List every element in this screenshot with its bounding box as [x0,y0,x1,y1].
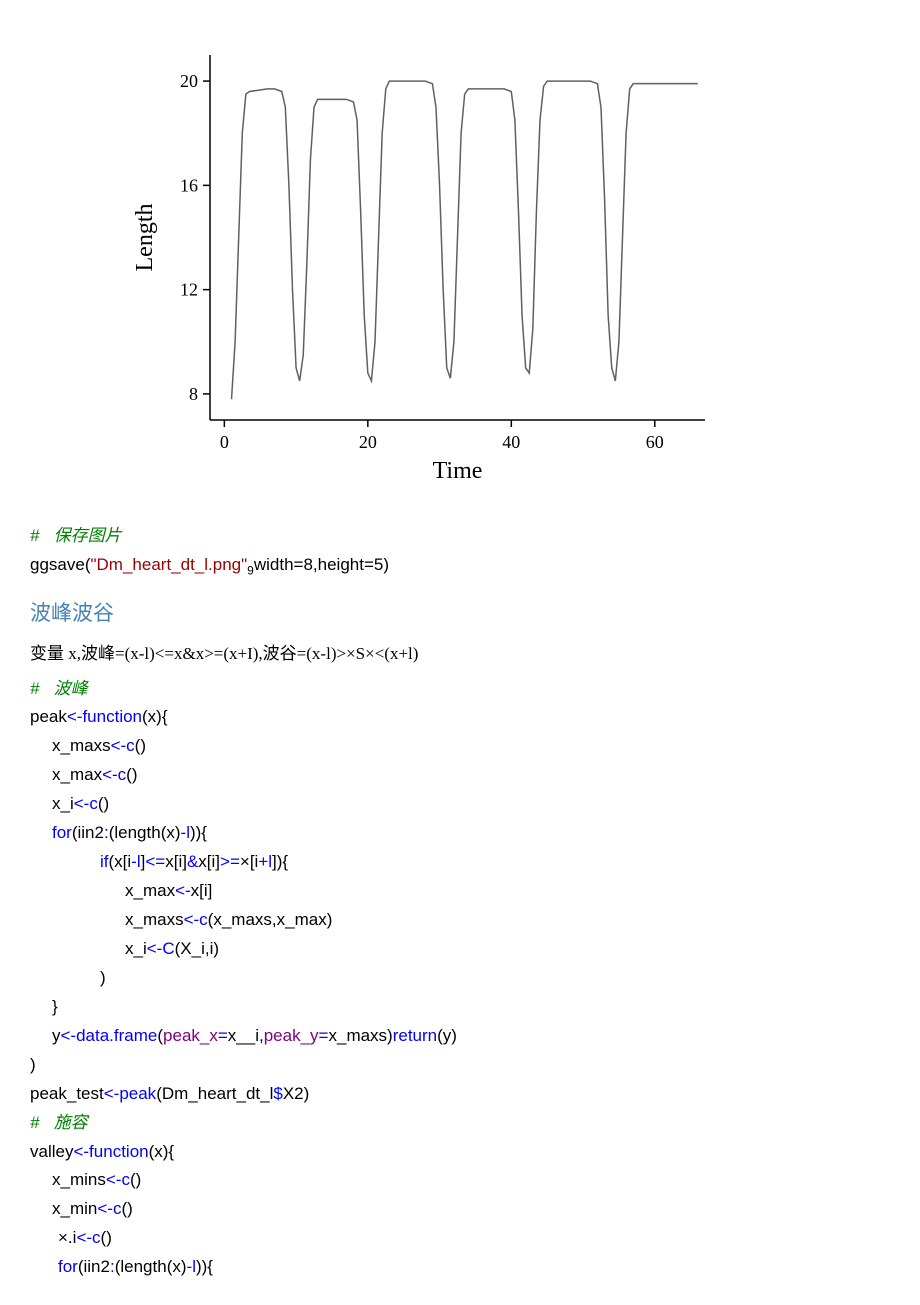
code-line: for(iin2:(length(x)-l)){ [30,822,900,845]
code-line: ) [30,967,900,990]
code-line: peak_test<-peak(Dm_heart_dt_l$X2) [30,1083,900,1106]
comment-save: # 保存图片 [30,526,122,545]
code-line: x_maxs<-c() [30,735,900,758]
code-line: peak<-function(x){ [30,706,900,729]
svg-text:20: 20 [359,432,377,452]
code-line: x_min<-c() [30,1198,900,1221]
code-line: x_i<-C(X_i,i) [30,938,900,961]
code-line: # 波峰 [30,678,900,701]
code-line: ) [30,1054,900,1077]
svg-text:Length: Length [132,204,158,272]
svg-text:20: 20 [180,71,198,91]
chart-length-time: 0 20 40 60 8 12 16 20 Time Length [130,40,900,495]
code-line: x_i<-c() [30,793,900,816]
code-line: x_max<-c() [30,764,900,787]
code-line: valley<-function(x){ [30,1141,900,1164]
svg-text:60: 60 [646,432,664,452]
code-line: } [30,996,900,1019]
comment-valley: # 施容 [30,1113,88,1132]
svg-text:8: 8 [189,384,198,404]
svg-text:40: 40 [502,432,520,452]
code-line: ggsave("Dm_heart_dt_l.png"9width=8,heigh… [30,554,900,579]
code-line: x_max<-x[i] [30,880,900,903]
code-line: # 保存图片 [30,525,900,548]
code-line: x_maxs<-c(x_maxs,x_max) [30,909,900,932]
code-line: # 施容 [30,1112,900,1135]
svg-text:16: 16 [180,175,198,195]
svg-text:12: 12 [180,280,198,300]
formula-text: 变量 x,波峰=(x-l)<=x&x>=(x+I),波谷=(x-l)>×S×<(… [30,639,900,664]
svg-text:0: 0 [220,432,229,452]
code-line: y<-data.frame(peak_x=x__i,peak_y=x_maxs)… [30,1025,900,1048]
code-line: x_mins<-c() [30,1169,900,1192]
code-line: ×.i<-c() [30,1227,900,1250]
svg-text:Time: Time [433,458,483,484]
chart-svg: 0 20 40 60 8 12 16 20 Time Length [130,40,720,490]
code-line: for(iin2:(length(x)-l)){ [30,1256,900,1279]
section-heading: 波峰波谷 [30,597,900,627]
comment-peak: # 波峰 [30,679,88,698]
code-line: if(x[i-l]<=x[i]&x[i]>=×[i+l]){ [30,851,900,874]
